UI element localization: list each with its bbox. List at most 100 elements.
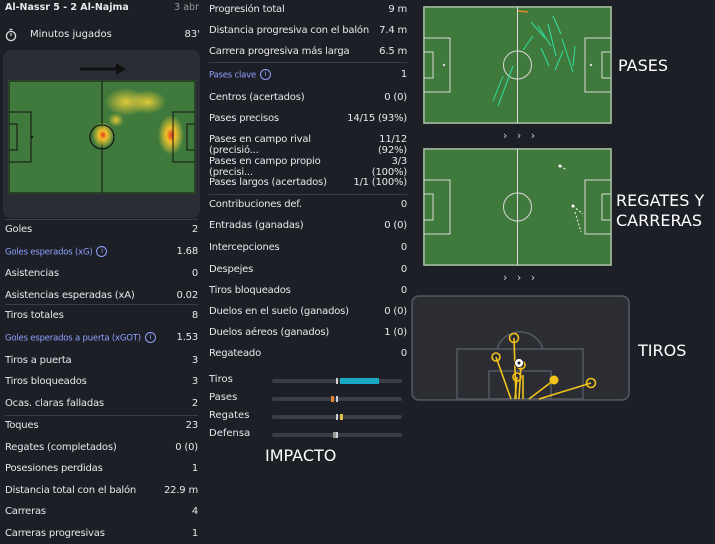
stat-row: Carreras 4: [5, 506, 198, 517]
stat-label-wrap: Asistencias esperadas (xA): [5, 290, 135, 301]
stat-value: 9 m: [388, 4, 407, 15]
stat-row: Contribuciones def. 0: [209, 199, 407, 210]
stat-label-wrap: Intercepciones: [209, 242, 280, 253]
stat-label: Tiros bloqueados: [5, 376, 87, 387]
stat-row: Despejes 0: [209, 264, 407, 275]
stat-label: Tiros bloqueados: [209, 285, 291, 296]
stat-value: 8: [191, 310, 198, 321]
stat-label: Ocas. claras falladas: [5, 398, 104, 409]
stat-value: 0: [400, 348, 407, 359]
stat-label-wrap: Goles esperados a puerta (xGOT) i: [5, 332, 156, 344]
passes-expand-chevrons[interactable]: › › ›: [503, 129, 539, 142]
stat-value: 0 (0): [384, 220, 407, 231]
stat-label-wrap: Goles esperados (xG) i: [5, 246, 108, 258]
stat-value: 0 (0): [384, 92, 407, 103]
stat-row: Pases en campo rival (precisió... 11/12 (…: [209, 134, 407, 156]
stat-row: Entradas (ganadas) 0 (0): [209, 220, 407, 231]
stat-label: Despejes: [209, 264, 254, 275]
impact-title: IMPACTO: [265, 446, 337, 465]
minutes-value: 83': [184, 29, 200, 40]
stat-label: Progresión total: [209, 4, 285, 15]
info-icon[interactable]: i: [96, 246, 108, 257]
stopwatch-icon: [5, 27, 17, 42]
stat-row: Goles 2: [5, 224, 198, 235]
stat-label: Regateado: [209, 348, 261, 359]
stat-label: Pases largos (acertados): [209, 177, 327, 188]
stat-label: Pases en campo rival (precisió...: [209, 134, 311, 156]
stat-label: Posesiones perdidas: [5, 463, 103, 474]
stat-label-wrap: Distancia progresiva con el balón: [209, 25, 369, 36]
stat-label-wrap: Tiros bloqueados: [5, 376, 87, 387]
stat-value: 11/12 (92%): [377, 134, 407, 156]
stat-row: Duelos aéreos (ganados) 1 (0): [209, 327, 407, 338]
stat-label[interactable]: Goles esperados a puerta (xGOT): [5, 333, 141, 344]
stat-label-wrap: Posesiones perdidas: [5, 463, 103, 474]
stat-label: Carreras: [5, 506, 46, 517]
match-date: 3 abr: [174, 2, 199, 13]
stat-label: Contribuciones def.: [209, 199, 302, 210]
stat-value: 4: [191, 506, 198, 517]
separator: [5, 219, 198, 220]
stat-value: 1 (0): [384, 327, 407, 338]
info-icon[interactable]: i: [144, 332, 156, 343]
stat-row: Pases precisos 14/15 (93%): [209, 113, 407, 124]
stat-label: Centros (acertados): [209, 92, 305, 103]
impact-label: Defensa: [209, 428, 251, 439]
separator: [5, 304, 198, 305]
stat-row: Asistencias esperadas (xA) 0.02: [5, 290, 198, 301]
stat-label-wrap: Pases en campo propio (precisi...: [209, 156, 357, 178]
stat-value: 1: [191, 528, 198, 539]
stat-value: 23: [185, 420, 199, 431]
heatmap-card[interactable]: [3, 50, 200, 218]
stat-row: Carreras progresivas 1: [5, 528, 198, 539]
stat-label-wrap: Entradas (ganadas): [209, 220, 304, 231]
stat-label: Carrera progresiva más larga: [209, 46, 350, 57]
stat-label-wrap: Regateado: [209, 348, 261, 359]
stat-row: Posesiones perdidas 1: [5, 463, 198, 474]
minutes-label: Minutos jugados: [30, 29, 112, 40]
impact-bar-fill: [340, 378, 379, 384]
stat-label-wrap: Pases precisos: [209, 113, 279, 124]
dribbles-expand-chevrons[interactable]: › › ›: [503, 271, 539, 284]
impact-label: Regates: [209, 410, 250, 421]
stat-row[interactable]: Goles esperados (xG) i 1.68: [5, 246, 198, 258]
stat-label: Toques: [5, 420, 39, 431]
stat-row: Toques 23: [5, 420, 198, 431]
stat-label-wrap: Distancia total con el balón: [5, 485, 136, 496]
stat-label-wrap: Regates (completados): [5, 442, 117, 453]
stat-label-wrap: Tiros a puerta: [5, 355, 72, 366]
stat-row: Tiros bloqueados 3: [5, 376, 198, 387]
stat-row: Pases largos (acertados) 1/1 (100%): [209, 177, 407, 188]
left-panel: Al-Nassr 5 - 2 Al-Najma 3 abr Minutos ju…: [0, 0, 203, 544]
stat-label: Asistencias esperadas (xA): [5, 290, 135, 301]
stat-value: 1/1 (100%): [353, 177, 407, 188]
stat-value: 0: [191, 268, 198, 279]
shots-map[interactable]: [411, 295, 630, 401]
stat-label-wrap: Ocas. claras falladas: [5, 398, 104, 409]
stat-label-wrap: Contribuciones def.: [209, 199, 302, 210]
stat-value: 0: [400, 285, 407, 296]
stat-label-wrap: Toques: [5, 420, 39, 431]
stat-row: Regates (completados) 0 (0): [5, 442, 198, 453]
stat-label-wrap: Centros (acertados): [209, 92, 305, 103]
stat-label: Tiros totales: [5, 310, 64, 321]
stat-label-wrap: Goles: [5, 224, 32, 235]
stat-row: Tiros a puerta 3: [5, 355, 198, 366]
stat-row: Distancia total con el balón 22.9 m: [5, 485, 198, 496]
passes-map[interactable]: [423, 6, 612, 124]
stat-label-wrap: Pases largos (acertados): [209, 177, 327, 188]
info-icon[interactable]: i: [260, 69, 272, 80]
stat-label[interactable]: Pases clave: [209, 70, 257, 81]
impact-bar-fill: [331, 396, 334, 402]
stat-row[interactable]: Pases clave i 1: [209, 69, 407, 81]
stat-row[interactable]: Goles esperados a puerta (xGOT) i 1.53: [5, 332, 198, 344]
separator: [209, 194, 407, 195]
stat-label[interactable]: Goles esperados (xG): [5, 247, 93, 258]
stat-value: 3: [191, 376, 198, 387]
dribbles-map[interactable]: [423, 148, 612, 266]
stat-label: Distancia progresiva con el balón: [209, 25, 369, 36]
match-title[interactable]: Al-Nassr 5 - 2 Al-Najma: [5, 2, 129, 13]
stat-label-wrap: Carreras: [5, 506, 46, 517]
stat-label-wrap: Tiros bloqueados: [209, 285, 291, 296]
stat-label-wrap: Pases clave i: [209, 69, 272, 81]
